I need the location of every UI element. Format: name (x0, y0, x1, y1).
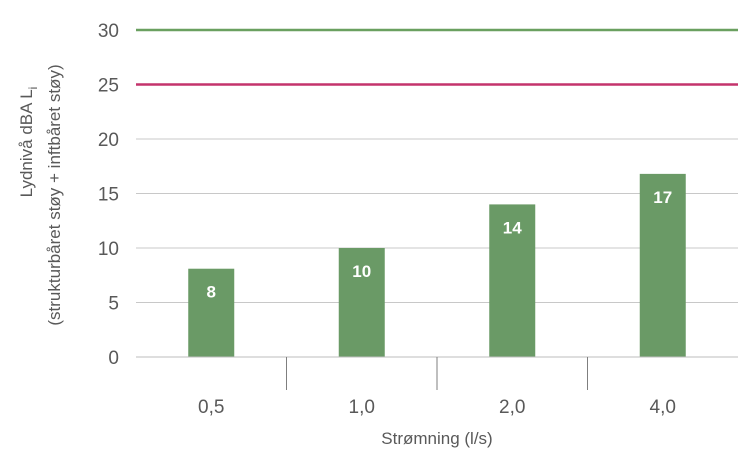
bar-value-label: 10 (352, 262, 371, 281)
y-axis-label-main: Lydnivå dBA L (17, 89, 36, 197)
bar-value-label: 8 (207, 283, 216, 302)
y-tick-label: 30 (98, 21, 119, 42)
bar (338, 248, 385, 357)
bars: 8 10 14 17 (188, 173, 686, 357)
bar (188, 268, 235, 357)
x-tick-label: 4,0 (650, 397, 676, 418)
bar-value-label: 14 (503, 218, 522, 237)
y-tick-label: 25 (98, 76, 119, 97)
x-tick-label: 0,5 (198, 397, 224, 418)
bar (489, 204, 536, 357)
x-axis-label: Strømning (l/s) (381, 429, 492, 448)
y-axis-ticks: 0 5 10 15 20 25 30 (98, 21, 119, 369)
gridlines (136, 138, 738, 303)
x-tick-label: 1,0 (349, 397, 375, 418)
y-tick-label: 0 (108, 348, 119, 369)
y-axis-label: Lydnivå dBA Li (17, 87, 40, 198)
bar-value-label: 17 (653, 188, 672, 207)
y-tick-label: 20 (98, 130, 119, 151)
bar (639, 173, 686, 357)
reference-lines (136, 28, 738, 86)
y-tick-label: 15 (98, 185, 119, 206)
y-axis-label-secondary: (strukturbåret støy + inftbåret støy) (45, 64, 64, 325)
x-axis: 0,5 1,0 2,0 4,0 (136, 356, 738, 418)
y-tick-label: 5 (108, 294, 119, 315)
y-tick-label: 10 (98, 239, 119, 260)
y-axis-label-subscript: i (26, 87, 40, 90)
x-tick-label: 2,0 (499, 397, 525, 418)
